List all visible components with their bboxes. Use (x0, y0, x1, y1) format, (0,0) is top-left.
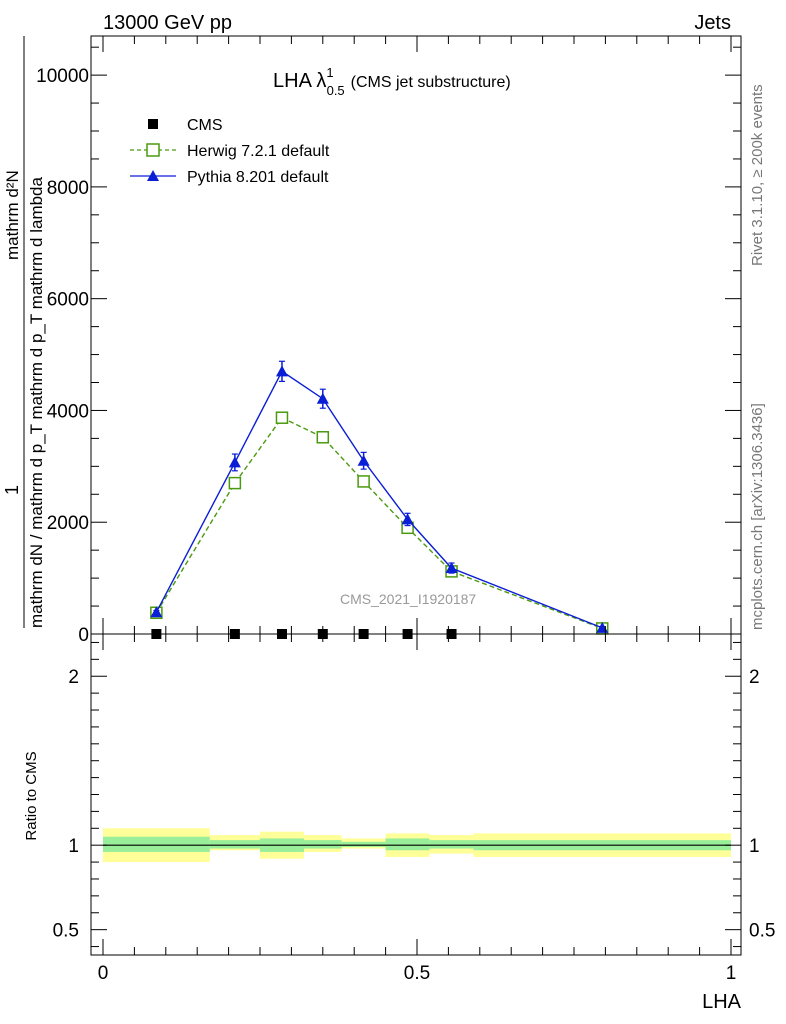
data-point-pythia (275, 365, 288, 377)
plot-title-rest: (CMS jet substructure) (351, 74, 511, 91)
ratio-band-inner (385, 838, 430, 851)
data-point-pythia (228, 456, 241, 468)
data-point-pythia (316, 392, 329, 404)
main-y-tick-label: 0 (78, 625, 89, 646)
y-label-numerator: 1 (2, 485, 22, 495)
series-line-1 (155, 416, 603, 630)
ratio-frame (90, 633, 742, 956)
legend-label-pythia: Pythia 8.201 default (187, 169, 329, 186)
ratio-bands (103, 828, 731, 863)
main-y-tick-label: 10000 (36, 66, 89, 87)
data-point-herwig (316, 431, 330, 444)
main-y-tick-label: 2000 (47, 513, 89, 534)
main-y-axis-label: 1 mathrm dN / mathrm d p_T mathrm d p_T … (2, 36, 46, 628)
data-point-herwig (357, 475, 370, 488)
data-point-pythia (445, 562, 458, 574)
main-y-tick-label: 4000 (47, 401, 89, 422)
ratio-band-inner (209, 840, 260, 849)
legend: CMS Herwig 7.2.1 default Pythia 8.201 de… (130, 117, 330, 186)
x-axis-label: LHA (702, 991, 742, 1013)
x-tick-label: 1 (726, 963, 737, 984)
x-tick-label: 0.5 (404, 963, 430, 984)
legend-label-herwig: Herwig 7.2.1 default (187, 143, 330, 160)
legend-label-cms: CMS (187, 117, 223, 134)
ratio-band-inner (303, 840, 342, 849)
category-label: Jets (694, 12, 731, 34)
ratio-band-inner (341, 841, 386, 847)
ratio-y-tick-label: 1 (68, 836, 79, 857)
y-label-denominator: mathrm dN / mathrm d p_T mathrm d p_T ma… (27, 176, 46, 628)
ratio-y-tick-label: 0.5 (53, 921, 79, 942)
ratio-y-tick-label-right: 1 (749, 836, 760, 857)
plot-title-sup: 1 (326, 65, 333, 80)
analysis-watermark: CMS_2021_I1920187 (340, 591, 476, 607)
plot-title: LHA λ1 0.5 (CMS jet substructure) (273, 65, 511, 98)
ratio-y-tick-label-right: 0.5 (749, 921, 775, 942)
data-point-pythia (357, 454, 370, 466)
energy-label: 13000 GeV pp (103, 12, 232, 34)
main-y-tick-label: 8000 (47, 178, 89, 199)
main-axes: 0 2000 4000 6000 8000 10000 (36, 35, 742, 646)
main-y-tick-label: 6000 (47, 290, 89, 311)
ratio-band-inner (429, 840, 474, 849)
ratio-axes: 0.5 0.5 1 1 2 2 0 0.5 1 (53, 633, 775, 984)
legend-marker-herwig (146, 143, 160, 157)
mcplots-label: mcplots.cern.ch [arXiv:1306.3436] (749, 403, 766, 630)
main-data-layer (150, 360, 609, 639)
ratio-band-inner (103, 836, 210, 852)
y-label-secondary: mathrm d²N (3, 170, 22, 260)
data-point-herwig (228, 476, 242, 490)
legend-marker-pythia (147, 170, 159, 181)
ratio-y-tick-label-right: 2 (749, 667, 760, 688)
data-point-pythia (401, 513, 414, 525)
legend-marker-cms (148, 119, 158, 129)
rivet-label: Rivet 3.1.10, ≥ 200k events (749, 84, 766, 266)
ratio-y-tick-label: 2 (68, 667, 79, 688)
x-tick-label: 0 (98, 963, 109, 984)
data-point-herwig (275, 411, 289, 424)
plot-title-main: LHA λ (273, 70, 326, 92)
data-point-pythia (150, 606, 163, 618)
series-line-2 (155, 370, 603, 629)
ratio-y-label: Ratio to CMS (23, 751, 40, 840)
plot-title-sub: 0.5 (327, 83, 345, 98)
